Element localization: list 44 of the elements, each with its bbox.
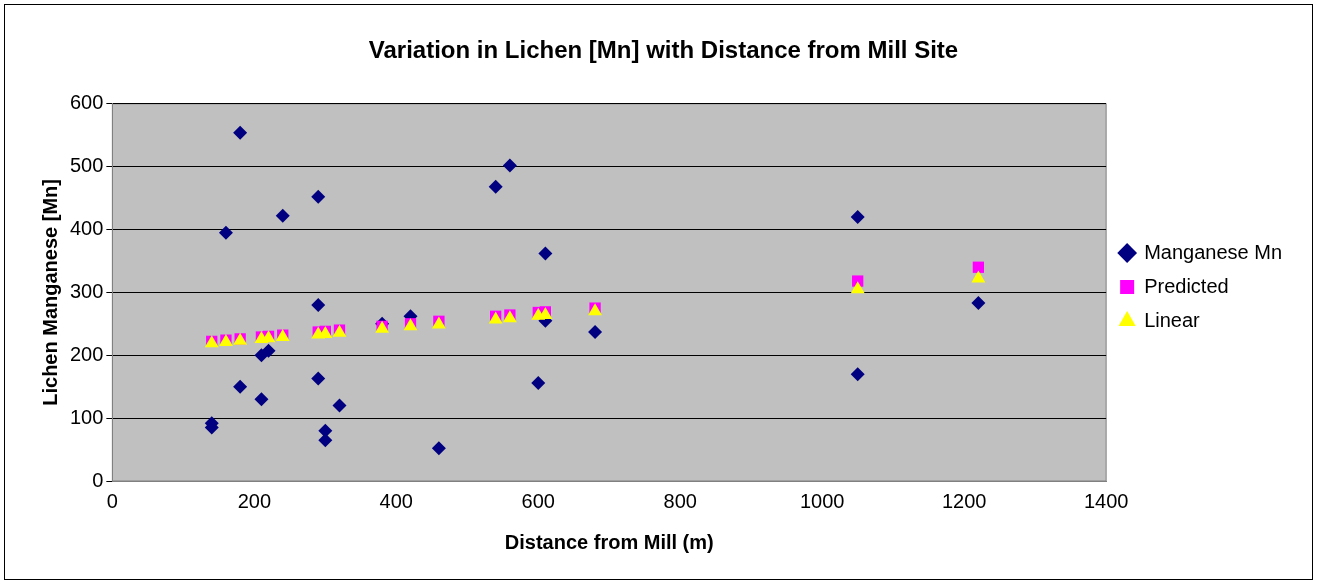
point xyxy=(275,208,290,223)
y-tick-label: 100 xyxy=(69,405,104,428)
legend-label: Linear xyxy=(1144,308,1201,331)
y-tick-label: 400 xyxy=(69,217,104,240)
point xyxy=(588,325,603,340)
point xyxy=(850,281,865,294)
point xyxy=(972,261,985,273)
point xyxy=(850,367,865,382)
point xyxy=(850,209,865,224)
point xyxy=(971,296,986,311)
x-tick-label: 1000 xyxy=(799,489,845,512)
point xyxy=(218,225,233,240)
point xyxy=(233,125,248,140)
point xyxy=(531,375,546,390)
chart-title: Variation in Lichen [Mn] with Distance from Mill Site xyxy=(368,36,959,64)
x-tick-label: 800 xyxy=(663,489,697,512)
y-tick-label: 0 xyxy=(92,468,104,491)
point xyxy=(318,433,333,448)
y-tick-label: 300 xyxy=(69,279,104,302)
x-tick-label: 0 xyxy=(106,489,118,512)
point xyxy=(311,189,326,204)
point xyxy=(311,297,326,312)
y-axis-title: Lichen Manganese [Mn] xyxy=(38,179,61,406)
x-tick-label: 200 xyxy=(237,489,272,512)
point xyxy=(538,246,553,261)
point xyxy=(332,398,347,413)
x-tick-label: 400 xyxy=(379,489,413,512)
x-tick-label: 1400 xyxy=(1083,489,1129,512)
x-tick-label: 1200 xyxy=(941,489,987,512)
x-axis-title: Distance from Mill (m) xyxy=(504,530,714,553)
point xyxy=(502,158,517,173)
point xyxy=(311,371,326,386)
y-tick-label: 500 xyxy=(69,154,104,177)
point xyxy=(971,270,986,283)
point xyxy=(261,343,276,358)
y-tick-label: 200 xyxy=(69,342,104,365)
y-tick-label: 600 xyxy=(69,91,104,114)
point xyxy=(254,392,269,407)
x-tick-label: 600 xyxy=(521,489,555,512)
point xyxy=(488,179,503,194)
legend-label: Manganese Mn xyxy=(1144,240,1283,263)
legend-label: Predicted xyxy=(1144,274,1229,297)
point xyxy=(233,379,248,394)
point xyxy=(431,441,446,456)
